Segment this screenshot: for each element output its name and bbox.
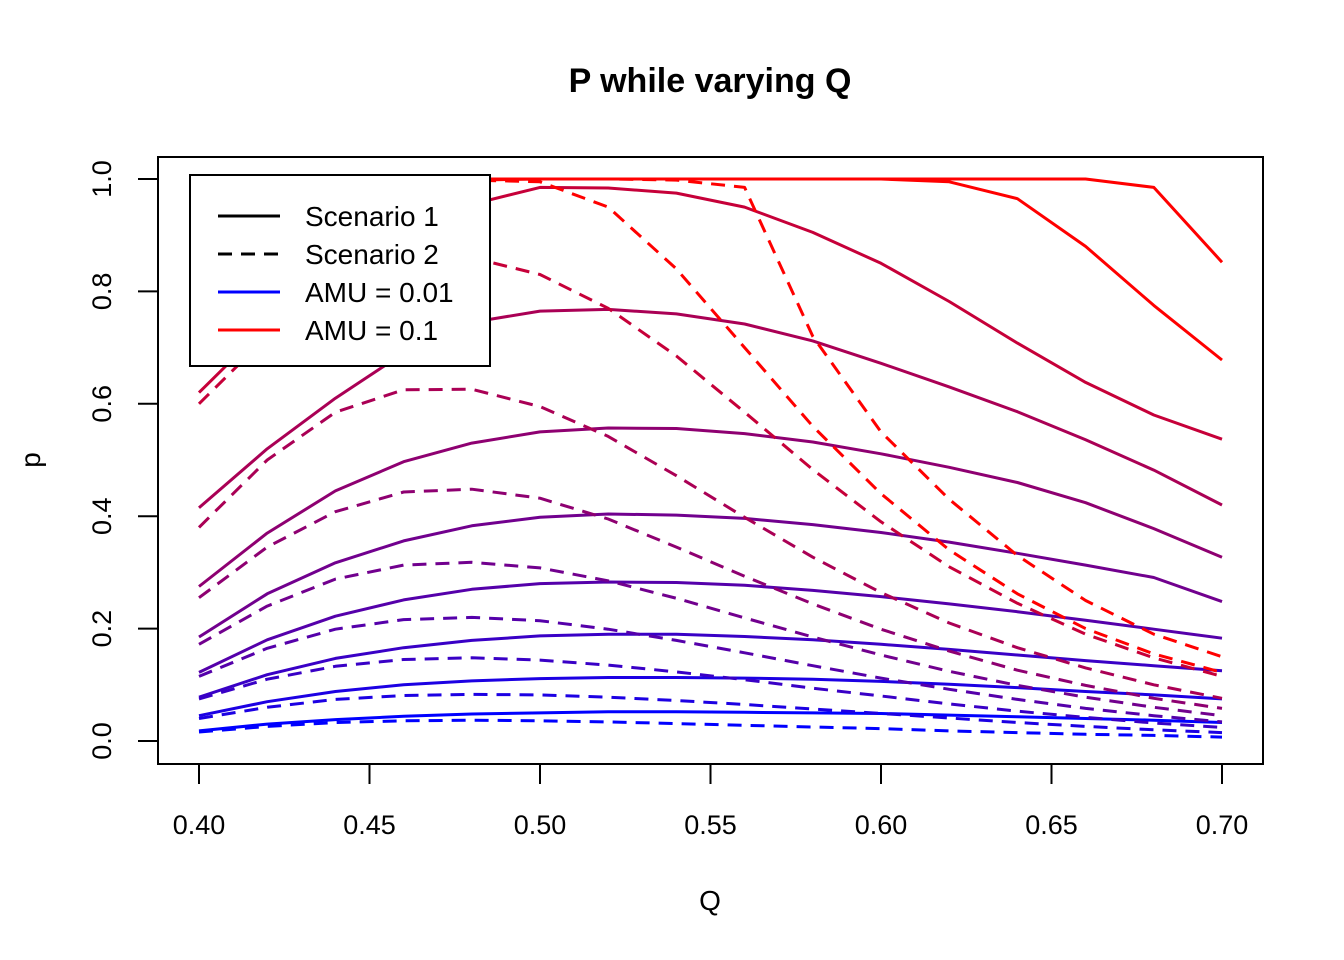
y-axis-label: p (15, 452, 46, 468)
series-line-1 (198, 710, 1223, 733)
x-tick-label: 0.70 (1196, 810, 1249, 840)
series-line-7 (198, 307, 1223, 509)
series-line-6 (198, 426, 1223, 588)
chart-title: P while varying Q (569, 62, 852, 100)
legend: Scenario 1 Scenario 2 AMU = 0.01 AMU = 0.1 (189, 174, 491, 367)
y-tick-label: 1.0 (87, 160, 117, 198)
plot-lines (197, 177, 1224, 739)
x-axis-label: Q (699, 885, 721, 916)
series-line-17 (197, 387, 1223, 700)
series-line-2 (198, 676, 1223, 718)
y-axis: 0.0 0.2 0.4 0.6 0.8 1.0 (87, 160, 159, 760)
y-tick-label: 0.2 (87, 610, 117, 648)
y-tick-label: 0.4 (87, 497, 117, 535)
legend-label-3: AMU = 0.01 (305, 277, 454, 308)
legend-label-4: AMU = 0.1 (305, 315, 438, 346)
series-line-11 (198, 718, 1223, 739)
legend-box (189, 174, 491, 367)
legend-label-2: Scenario 2 (305, 239, 439, 270)
series-line-15 (198, 560, 1223, 718)
x-tick-label: 0.60 (855, 810, 908, 840)
x-tick-label: 0.65 (1025, 810, 1078, 840)
series-line-14 (198, 615, 1223, 724)
x-tick-label: 0.50 (514, 810, 567, 840)
x-axis: 0.40 0.45 0.50 0.55 0.60 0.65 0.70 (173, 763, 1249, 840)
y-tick-label: 0.0 (87, 722, 117, 760)
y-tick-label: 0.8 (87, 273, 117, 311)
legend-label-1: Scenario 1 (305, 201, 439, 232)
series-line-12 (198, 692, 1223, 735)
x-tick-label: 0.40 (173, 810, 226, 840)
series-line-4 (198, 580, 1223, 674)
x-tick-label: 0.45 (343, 810, 396, 840)
series-line-13 (198, 656, 1223, 729)
series-line-5 (198, 512, 1223, 639)
x-tick-label: 0.55 (684, 810, 737, 840)
series-line-16 (198, 487, 1223, 710)
y-tick-label: 0.6 (87, 385, 117, 423)
series-line-3 (198, 632, 1223, 699)
